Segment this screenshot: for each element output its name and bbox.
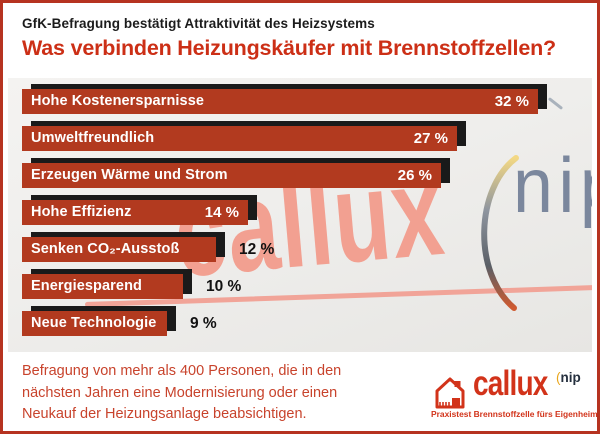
bar-row: Neue Technologie 9 % [22,306,582,336]
survey-note-line: nächsten Jahren eine Modernisierung oder… [22,384,338,401]
bar-value-label: 12 % [239,241,275,258]
bar-row: Energiesparend 10 % [22,269,582,299]
survey-note-line: Neukauf der Heizungsanlage beabsichtigen… [22,406,307,422]
bar-value-label: 9 % [190,315,217,332]
bar-fill: Energiesparend [22,274,183,299]
bar-fill: Neue Technologie [22,311,167,336]
nip-logo-text: nip [560,370,581,385]
survey-note: Befragung von mehr als 400 Personen, die… [22,361,341,426]
bar-fill: Hohe Effizienz 14 % [22,200,248,225]
bar-category-label: Senken CO₂-Ausstoß [31,241,180,257]
logo-tagline: Praxistest Brennstoffzelle fürs Eigenhei… [431,409,598,419]
bar-category-label: Energiesparend [31,278,142,294]
bar-fill: Senken CO₂-Ausstoß [22,237,216,262]
callux-wordmark: callux [473,364,548,403]
bar-fill: Umweltfreundlich 27 % [22,126,457,151]
survey-note-line: Befragung von mehr als 400 Personen, die… [22,363,342,379]
house-icon [435,377,465,409]
bar-value-label: 27 % [413,130,448,147]
bar-row: Erzeugen Wärme und Strom 26 % [22,158,582,188]
bar-category-label: Hohe Effizienz [31,204,132,220]
nip-logo: (nip [556,370,581,385]
bar-category-label: Hohe Kostenersparnisse [31,93,205,109]
bar-fill: Hohe Kostenersparnisse 32 % [22,89,538,114]
bar-row: Hohe Effizienz 14 % [22,195,582,225]
nip-paren-icon [481,155,519,311]
bar-category-label: Umweltfreundlich [31,130,155,146]
bar-category-label: Neue Technologie [31,315,157,331]
bar-fill: Erzeugen Wärme und Strom 26 % [22,163,441,188]
nip-watermark: nip [513,141,592,229]
bar-value-label: 14 % [204,204,239,221]
page-title: Was verbinden Heizungskäufer mit Brennst… [22,36,556,60]
kicker-text: GfK-Befragung bestätigt Attraktivität de… [22,16,375,31]
bar-value-label: 26 % [397,167,432,184]
bar-row: Senken CO₂-Ausstoß 12 % [22,232,582,262]
bar-category-label: Erzeugen Wärme und Strom [31,167,228,183]
nip-paren-small-icon: ( [556,370,561,385]
bar-row: Hohe Kostenersparnisse 32 % [22,84,582,114]
bar-value-label: 32 % [494,93,529,110]
bar-value-label: 10 % [206,278,242,295]
bar-row: Umweltfreundlich 27 % [22,121,582,151]
callux-logo: callux (nip Praxistest Brennstoffzelle f… [428,364,598,424]
bar-chart: Hohe Kostenersparnisse 32 % Umweltfreundli… [22,84,582,349]
